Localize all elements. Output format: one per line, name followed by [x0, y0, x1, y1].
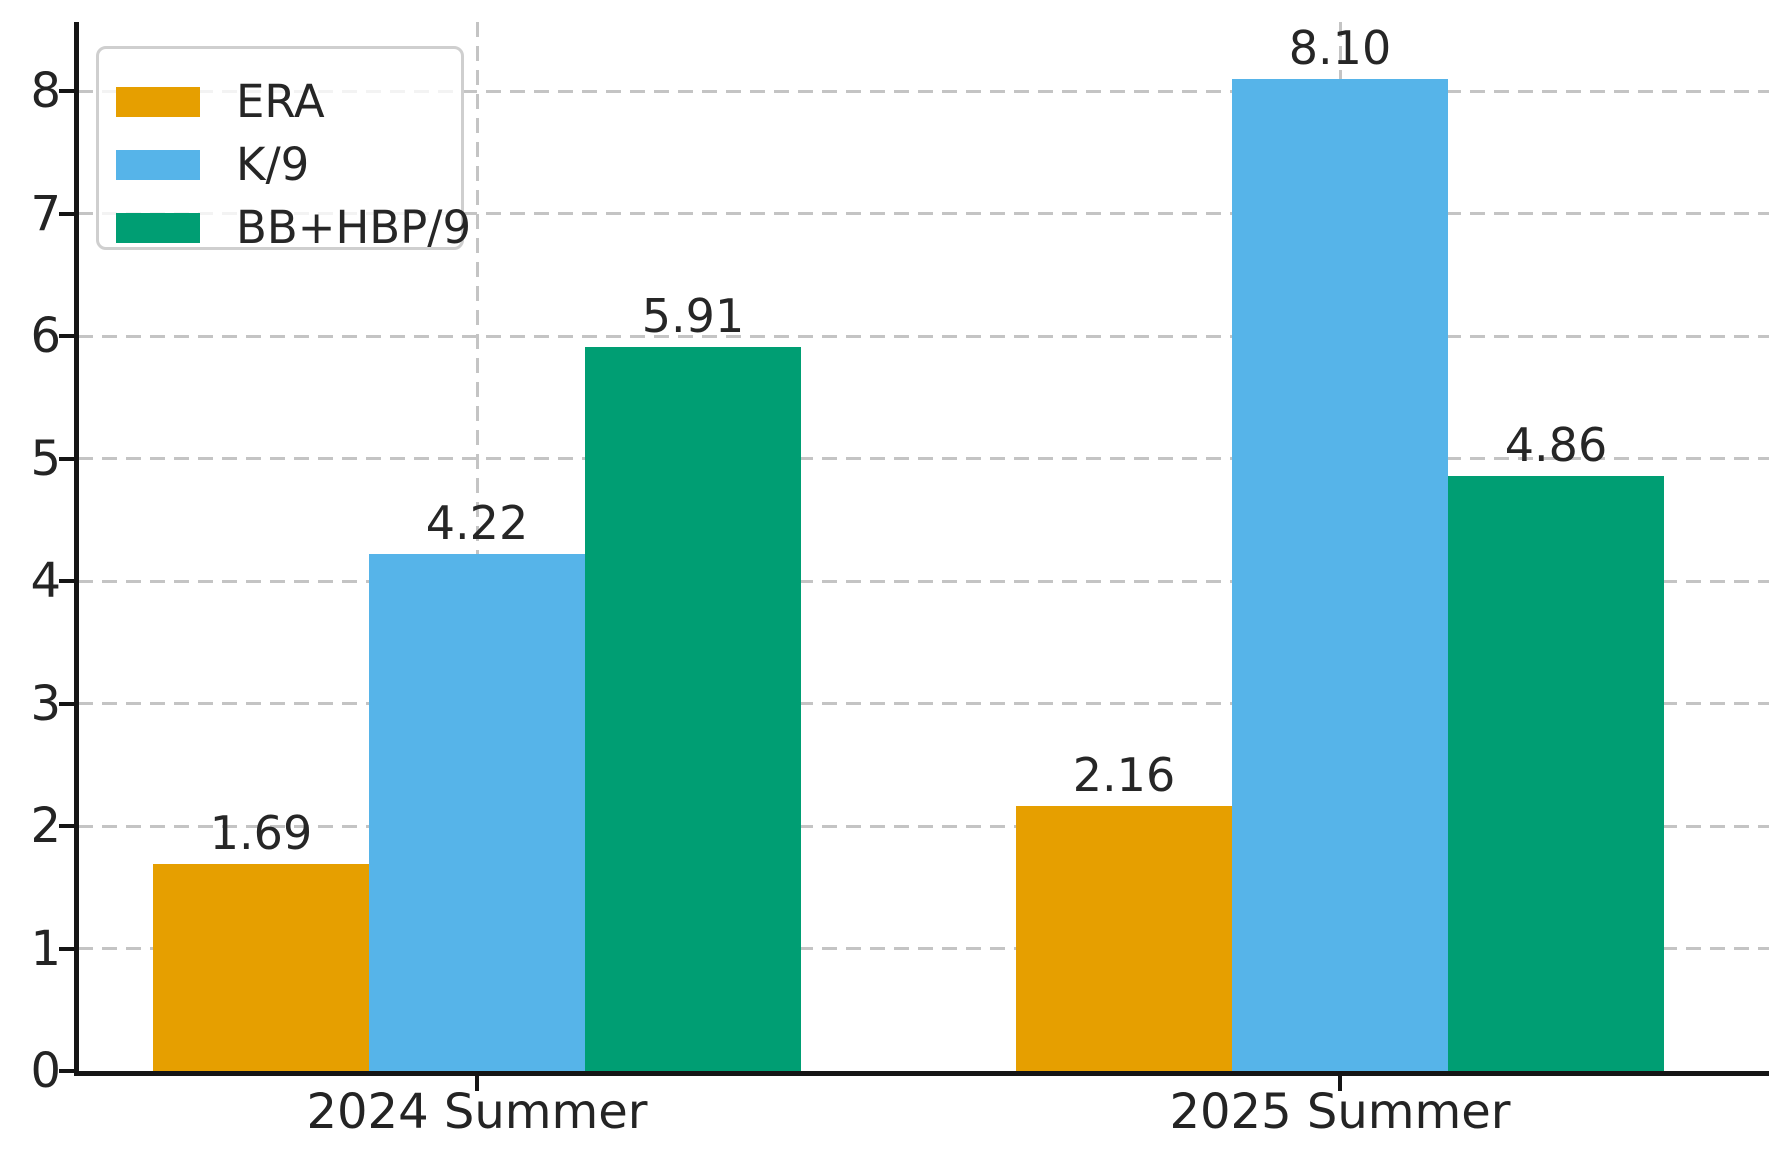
x-axis-tick [475, 1076, 479, 1091]
gridline-horizontal [78, 457, 1769, 460]
legend: ERA K/9 BB+HBP/9 [96, 46, 471, 253]
legend-item-bb-hbp-9: BB+HBP/9 [116, 196, 471, 259]
bar-bb-hbp-9-2024-summer [585, 347, 801, 1071]
legend-item-era: ERA [116, 70, 461, 133]
y-axis-tick-label: 6 [30, 308, 61, 364]
gridline-vertical [476, 22, 479, 1071]
gridline-horizontal [78, 947, 1769, 950]
legend-label-era: ERA [236, 74, 325, 128]
legend-item-k-9: K/9 [116, 133, 461, 196]
y-axis-tick-label: 0 [30, 1043, 61, 1099]
legend-swatch-era [116, 86, 200, 117]
y-axis-tick [59, 334, 74, 338]
gridline-horizontal [78, 702, 1769, 705]
y-axis-tick [59, 89, 74, 93]
x-axis-tick-label-2025-summer: 2025 Summer [1169, 1084, 1511, 1140]
bar-value-label-bb-hbp-9-2024-summer: 5.91 [641, 289, 745, 343]
y-axis-tick [59, 1069, 74, 1073]
bar-value-label-k-9-2025-summer: 8.10 [1288, 21, 1392, 75]
y-axis-tick [59, 824, 74, 828]
bar-era-2025-summer [1016, 806, 1232, 1071]
y-axis-tick-label: 1 [30, 921, 61, 977]
y-axis-tick-label: 3 [30, 676, 61, 732]
y-axis-tick [59, 457, 74, 461]
x-axis-tick [1338, 1076, 1342, 1091]
gridline-horizontal [78, 825, 1769, 828]
y-axis-tick [59, 947, 74, 951]
bar-k-9-2024-summer [369, 554, 585, 1071]
y-axis-tick-label: 4 [30, 553, 61, 609]
gridline-horizontal [78, 212, 1769, 215]
bar-value-label-bb-hbp-9-2025-summer: 4.86 [1504, 418, 1608, 472]
y-axis-tick-label: 8 [30, 63, 61, 119]
bar-value-label-era-2025-summer: 2.16 [1072, 748, 1176, 802]
bar-k-9-2025-summer [1232, 79, 1448, 1071]
gridline-horizontal [78, 90, 1769, 93]
y-axis-tick-label: 5 [30, 431, 61, 487]
bar-bb-hbp-9-2025-summer [1448, 476, 1664, 1071]
legend-swatch-k-9 [116, 149, 200, 180]
bar-value-label-k-9-2024-summer: 4.22 [425, 496, 529, 550]
gridline-horizontal [78, 335, 1769, 338]
y-axis-tick [59, 702, 74, 706]
legend-label-k-9: K/9 [236, 137, 310, 191]
bar-era-2024-summer [153, 864, 369, 1071]
legend-label-bb-hbp-9: BB+HBP/9 [236, 200, 472, 254]
bar-value-label-era-2024-summer: 1.69 [209, 806, 313, 860]
y-axis-spine [74, 22, 79, 1076]
y-axis-tick-label: 2 [30, 798, 61, 854]
y-axis-tick-label: 7 [30, 186, 61, 242]
gridline-horizontal [78, 580, 1769, 583]
y-axis-tick [59, 579, 74, 583]
x-axis-tick-label-2024-summer: 2024 Summer [306, 1084, 648, 1140]
x-axis-spine [74, 1071, 1769, 1076]
legend-swatch-bb-hbp-9 [116, 212, 200, 243]
y-axis-tick [59, 212, 74, 216]
